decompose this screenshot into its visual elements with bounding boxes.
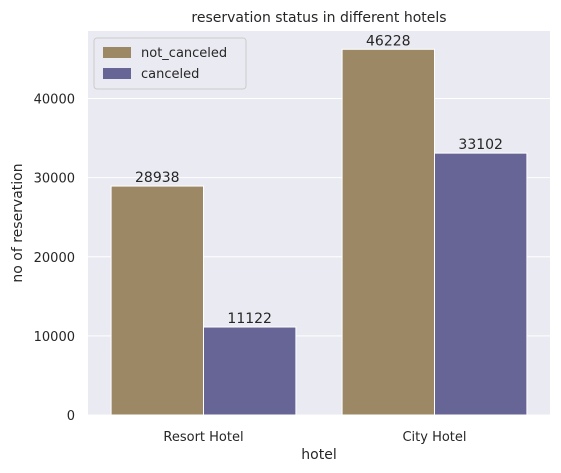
bar-canceled bbox=[203, 326, 297, 416]
legend-label: not_canceled bbox=[141, 46, 227, 61]
bars bbox=[110, 48, 528, 416]
bar-value-label: 46228 bbox=[366, 33, 411, 49]
bar-value-label: 11122 bbox=[227, 311, 272, 327]
y-axis-title: no of reservation bbox=[10, 163, 26, 282]
bar-not-canceled bbox=[110, 185, 204, 416]
x-tick-label: City Hotel bbox=[402, 430, 466, 445]
x-tick-label: Resort Hotel bbox=[163, 430, 243, 445]
y-axis-ticks: 0 10000 20000 30000 40000 bbox=[34, 93, 75, 424]
bar-not-canceled bbox=[341, 48, 436, 416]
legend-swatch bbox=[103, 47, 131, 58]
bar-value-label: 33102 bbox=[458, 137, 503, 153]
y-tick-label: 20000 bbox=[34, 251, 75, 266]
legend-box bbox=[93, 37, 247, 90]
bar-canceled bbox=[434, 152, 528, 416]
legend-items: not_canceled canceled bbox=[103, 46, 227, 82]
legend-swatch bbox=[103, 68, 131, 79]
x-axis-title: hotel bbox=[301, 447, 336, 463]
chart-title: reservation status in different hotels bbox=[191, 10, 446, 26]
x-axis-ticks: Resort Hotel City Hotel bbox=[163, 430, 466, 445]
data-labels: 28938 11122 46228 33102 bbox=[135, 33, 503, 327]
legend: not_canceled canceled bbox=[93, 37, 247, 90]
y-tick-label: 30000 bbox=[34, 172, 75, 187]
legend-label: canceled bbox=[141, 67, 199, 82]
bar-value-label: 28938 bbox=[135, 170, 180, 186]
y-tick-label: 0 bbox=[67, 409, 75, 424]
y-tick-label: 40000 bbox=[34, 93, 75, 108]
y-tick-label: 10000 bbox=[34, 330, 75, 345]
